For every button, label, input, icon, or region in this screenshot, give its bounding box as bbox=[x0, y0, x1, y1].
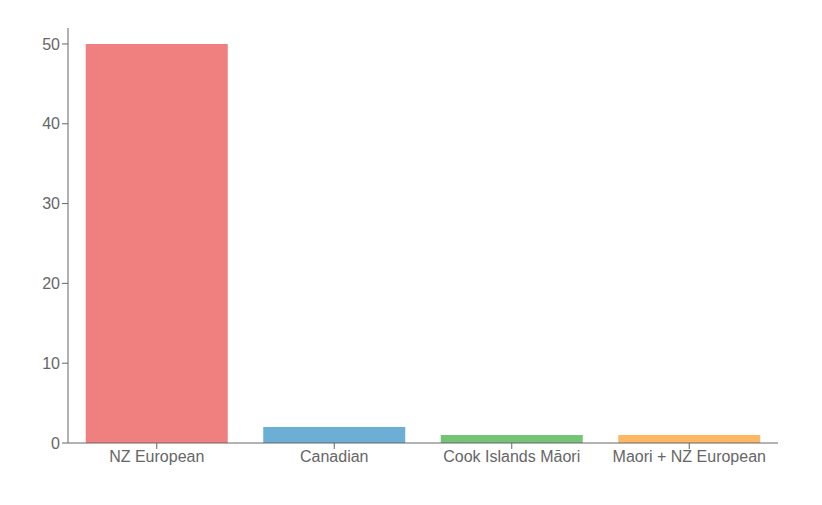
svg-text:20: 20 bbox=[42, 275, 60, 292]
svg-text:Cook Islands Māori: Cook Islands Māori bbox=[443, 448, 580, 465]
svg-text:50: 50 bbox=[42, 36, 60, 53]
svg-text:0: 0 bbox=[51, 435, 60, 452]
svg-text:40: 40 bbox=[42, 115, 60, 132]
svg-text:NZ European: NZ European bbox=[109, 448, 204, 465]
svg-text:Canadian: Canadian bbox=[300, 448, 369, 465]
svg-text:10: 10 bbox=[42, 355, 60, 372]
svg-text:30: 30 bbox=[42, 195, 60, 212]
svg-text:Maori + NZ European: Maori + NZ European bbox=[613, 448, 766, 465]
